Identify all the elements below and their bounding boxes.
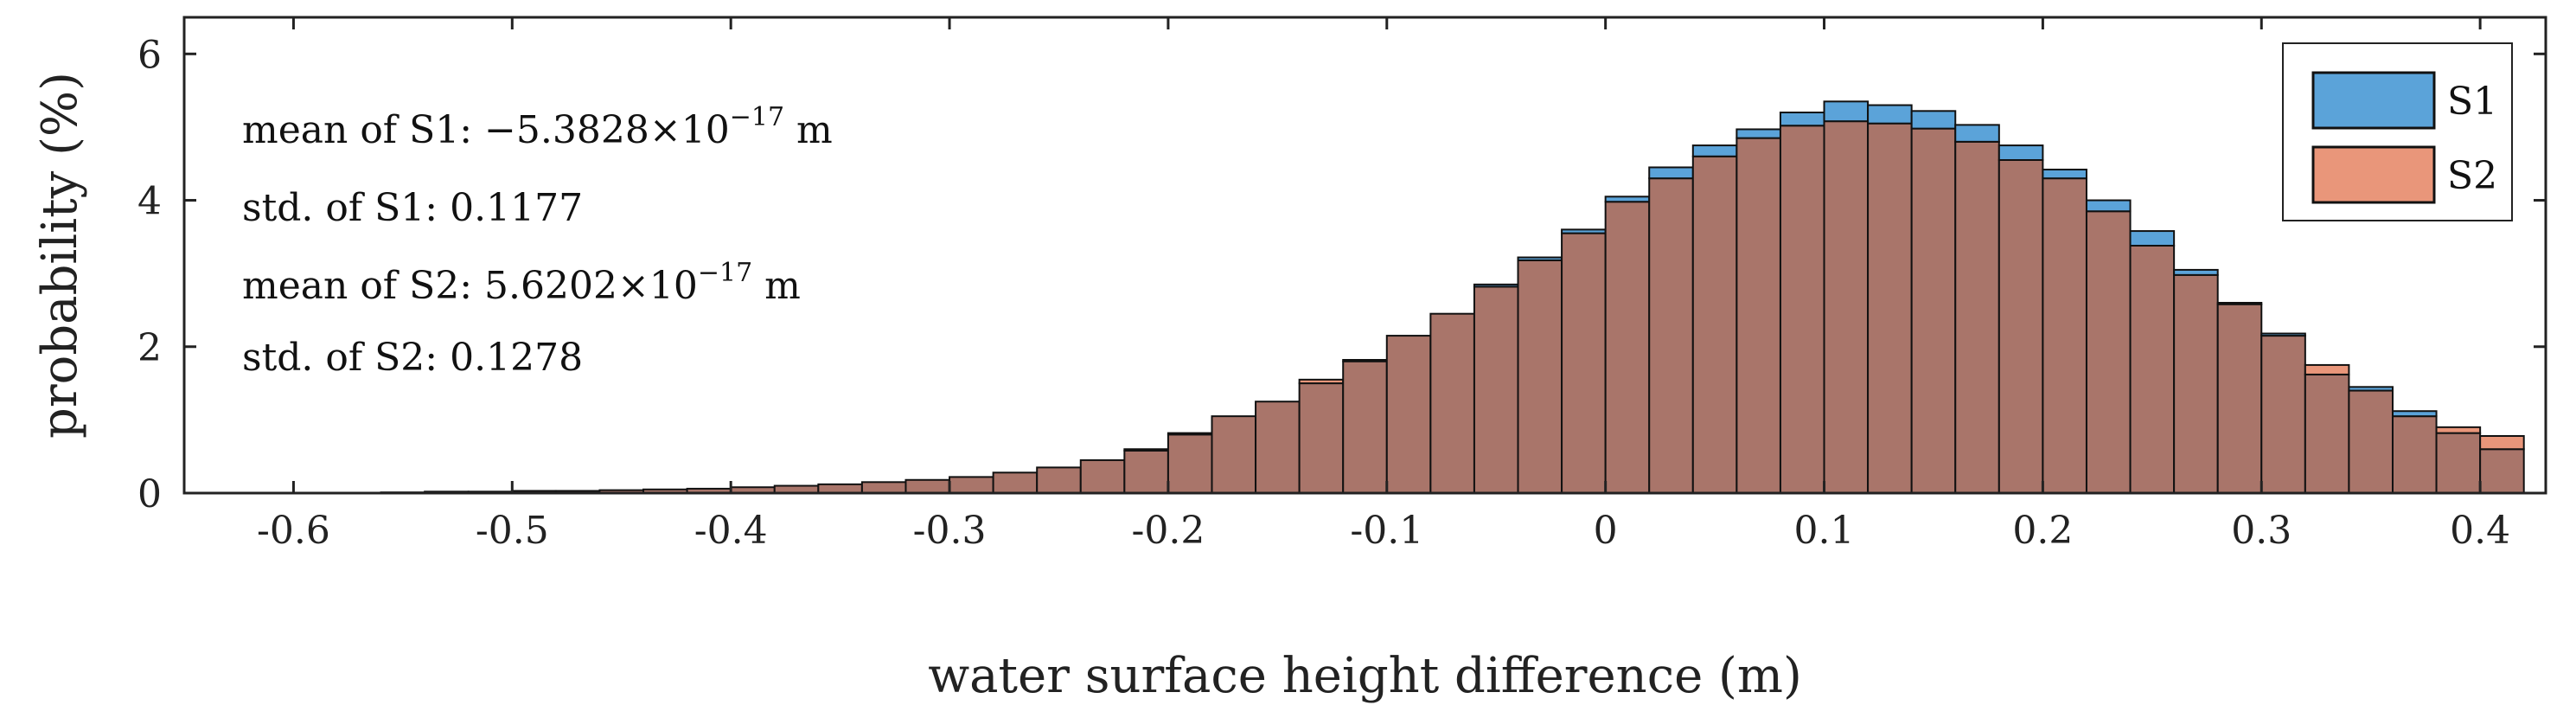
x-tick-label: 0.4 [2450, 509, 2510, 553]
histogram-bar-s2 [2435, 426, 2482, 434]
histogram-bar-overlap [2042, 177, 2087, 494]
histogram-bar-overlap [1036, 466, 1082, 495]
histogram-bar-overlap [1298, 382, 1345, 495]
statistics-annotations: mean of S1: −5.3828×10−17 m std. of S1: 0… [242, 102, 833, 380]
x-tick-label: -0.6 [257, 509, 330, 553]
histogram-bar-overlap [949, 476, 994, 495]
y-tick-label: 2 [137, 326, 162, 370]
histogram-bar-overlap [2129, 245, 2176, 494]
histogram-bar-s1 [2173, 268, 2219, 276]
histogram-bar-s1 [1473, 283, 1519, 288]
histogram-bar-overlap [1123, 449, 1169, 495]
histogram-bar-s1 [1867, 104, 1913, 125]
histogram-bar-s1 [1517, 256, 1563, 261]
y-tick-label: 6 [137, 33, 162, 77]
histogram-bar-overlap [1473, 285, 1519, 494]
histogram-bar-s1 [2260, 332, 2306, 337]
histogram-bar-overlap [1429, 312, 1475, 495]
ticks-layer: -0.6 -0.5 -0.4 -0.3 -0.2 -0.1 0 0.1 0.2 0.3 0.4 0 2 4… [137, 17, 2546, 553]
histogram-bar-s1 [1910, 110, 1957, 130]
legend-label-s1: S1 [2447, 80, 2497, 124]
bars-layer [380, 100, 2525, 495]
histogram-bar-overlap [1779, 125, 1825, 494]
legend-label-s2: S2 [2447, 154, 2497, 198]
histogram-bar-overlap [860, 481, 907, 494]
x-tick-label: 0 [1594, 509, 1618, 553]
histogram-bar-s1 [1998, 144, 2044, 161]
statistic-annotation: std. of S2: 0.1278 [242, 336, 583, 380]
histogram-bar-s2 [1167, 432, 1213, 436]
x-axis-label: water surface height difference (m) [928, 648, 1802, 704]
legend-swatch-s1 [2311, 71, 2436, 130]
histogram-bar-s1 [1735, 128, 1781, 139]
histogram-bar-overlap [817, 483, 863, 494]
histogram-bar-s2 [2304, 363, 2350, 375]
x-tick-label: 0.3 [2231, 509, 2292, 553]
histogram-bar-s1 [1561, 228, 1607, 234]
statistic-annotation: std. of S1: 0.1177 [242, 186, 583, 230]
histogram-bar-s1 [2348, 386, 2394, 392]
histogram-bar-s1 [2216, 302, 2263, 305]
histogram-bar-overlap [1517, 259, 1563, 494]
histogram-bar-overlap [1691, 155, 1738, 494]
legend-swatch-s2 [2311, 145, 2436, 204]
histogram-bar-s1 [1604, 196, 1651, 203]
histogram-bar-overlap [1342, 360, 1388, 495]
histogram-bar-overlap [1910, 127, 1957, 494]
histogram-bar-overlap [2479, 448, 2525, 495]
x-tick-label: -0.2 [1131, 509, 1205, 553]
histogram-bar-overlap [1823, 120, 1870, 494]
histogram-bar-overlap [2348, 389, 2394, 494]
x-tick-label: 0.1 [1794, 509, 1855, 553]
x-tick-label: -0.4 [694, 509, 768, 553]
y-axis-label: probability (%) [32, 72, 88, 439]
y-tick-label: 4 [137, 180, 162, 224]
histogram-bar-s1 [2085, 199, 2132, 213]
histogram-bar-s1 [1823, 100, 1870, 123]
histogram-bar-overlap [1648, 177, 1694, 494]
histogram-bar-overlap [1167, 433, 1213, 494]
histogram-bar-overlap [2391, 415, 2438, 494]
histogram-bar-overlap [1211, 415, 1257, 494]
histogram-bar-overlap [2085, 210, 2132, 494]
histogram-bar-overlap [2216, 303, 2263, 495]
histogram-bar-s2 [1298, 378, 1345, 385]
histogram-bar-s1 [1648, 166, 1694, 180]
histogram-bar-s2 [2479, 435, 2525, 451]
y-tick-label: 0 [137, 472, 162, 516]
x-tick-label: 0.2 [2012, 509, 2073, 553]
histogram-bar-overlap [2304, 373, 2350, 494]
histogram-bar-overlap [1255, 401, 1301, 495]
plot-frame [182, 16, 2547, 495]
x-tick-label: -0.1 [1350, 509, 1423, 553]
histogram-bar-overlap [2435, 432, 2482, 494]
histogram-bar-overlap [1561, 232, 1607, 494]
histogram-bar-overlap [1735, 137, 1781, 494]
x-tick-label: -0.3 [913, 509, 987, 553]
legend: S1 S2 [2282, 42, 2513, 221]
histogram-bar-overlap [992, 471, 1039, 494]
histogram-bar-s1 [1691, 144, 1738, 157]
histogram-bar-overlap [1954, 140, 2000, 494]
histogram-bar-overlap [1604, 201, 1651, 494]
histogram-bar-s1 [2042, 169, 2087, 180]
histogram-bar-overlap [1079, 458, 1126, 495]
histogram-bar-overlap [2260, 335, 2306, 495]
histogram-bar-s2 [1342, 359, 1388, 362]
histogram-bar-s1 [1779, 112, 1825, 127]
histogram-bar-s1 [2129, 230, 2176, 247]
statistic-annotation: mean of S1: −5.3828×10−17 m [242, 102, 833, 152]
histogram-bar-overlap [1998, 159, 2044, 494]
histogram-bar-overlap [1385, 335, 1432, 495]
histogram-bar-s2 [1123, 448, 1169, 452]
histogram-bar-overlap [904, 478, 951, 494]
histogram-bar-s1 [2391, 410, 2438, 418]
histogram-bar-overlap [2173, 273, 2219, 494]
histogram-bar-overlap [1867, 122, 1913, 494]
histogram-bar-s1 [1954, 124, 2000, 143]
statistic-annotation: mean of S2: 5.6202×10−17 m [242, 258, 801, 308]
x-tick-label: -0.5 [476, 509, 549, 553]
